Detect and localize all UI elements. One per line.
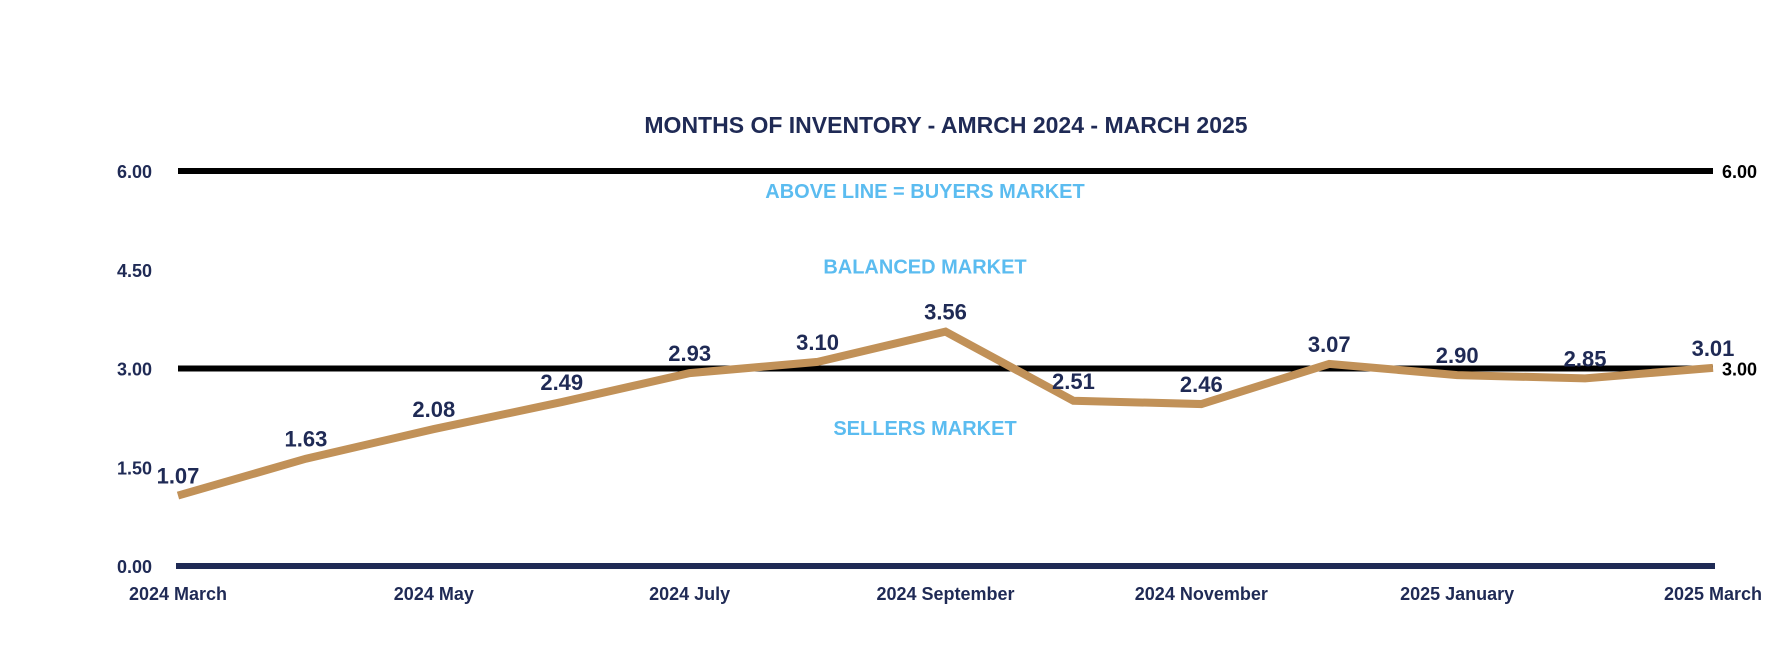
market-annotation: ABOVE LINE = BUYERS MARKET xyxy=(765,181,1084,203)
data-label: 1.07 xyxy=(157,464,200,489)
market-annotations: ABOVE LINE = BUYERS MARKET BALANCED MARKE… xyxy=(765,181,1084,440)
y-tick-label: 6.00 xyxy=(117,162,152,182)
y-tick-label: 0.00 xyxy=(117,557,152,577)
x-tick-label: 2025 March xyxy=(1664,584,1762,604)
data-label: 1.63 xyxy=(285,427,328,452)
data-label: 2.46 xyxy=(1180,372,1223,397)
data-labels: 1.07 1.63 2.08 2.49 2.93 3.10 3.56 2.51 2.46 3.07… xyxy=(157,300,1735,489)
x-tick-label: 2024 May xyxy=(394,584,474,604)
reference-lines xyxy=(178,168,1713,372)
y-tick-label: 4.50 xyxy=(117,261,152,281)
data-label: 2.85 xyxy=(1564,346,1607,371)
x-tick-label: 2025 January xyxy=(1400,584,1514,604)
data-label: 2.51 xyxy=(1052,369,1095,394)
market-annotation: SELLERS MARKET xyxy=(833,418,1016,440)
y-tick-label: 3.00 xyxy=(117,360,152,380)
data-label: 2.90 xyxy=(1436,343,1479,368)
data-label: 3.01 xyxy=(1692,336,1735,361)
right-axis-labels: 6.00 3.00 xyxy=(1722,162,1757,380)
chart-title: MONTHS OF INVENTORY - AMRCH 2024 - MARCH… xyxy=(644,112,1247,138)
data-label: 2.08 xyxy=(412,397,455,422)
series-group xyxy=(176,327,1714,500)
x-tick-label: 2024 July xyxy=(649,584,730,604)
series-line xyxy=(176,327,1714,500)
y-tick-label: 1.50 xyxy=(117,458,152,478)
x-axis-ticks: 2024 March 2024 May 2024 July 2024 Septembe… xyxy=(129,584,1762,604)
market-annotation: BALANCED MARKET xyxy=(823,256,1026,278)
right-axis-label: 6.00 xyxy=(1722,162,1757,182)
y-axis-ticks: 0.00 1.50 3.00 4.50 6.00 xyxy=(117,162,152,577)
right-axis-label: 3.00 xyxy=(1722,360,1757,380)
data-label: 3.07 xyxy=(1308,332,1351,357)
data-label: 2.49 xyxy=(540,370,583,395)
x-tick-label: 2024 September xyxy=(876,584,1014,604)
data-label: 2.93 xyxy=(668,341,711,366)
x-tick-label: 2024 November xyxy=(1135,584,1268,604)
data-label: 3.10 xyxy=(796,330,839,355)
x-tick-label: 2024 March xyxy=(129,584,227,604)
data-label: 3.56 xyxy=(924,300,967,325)
